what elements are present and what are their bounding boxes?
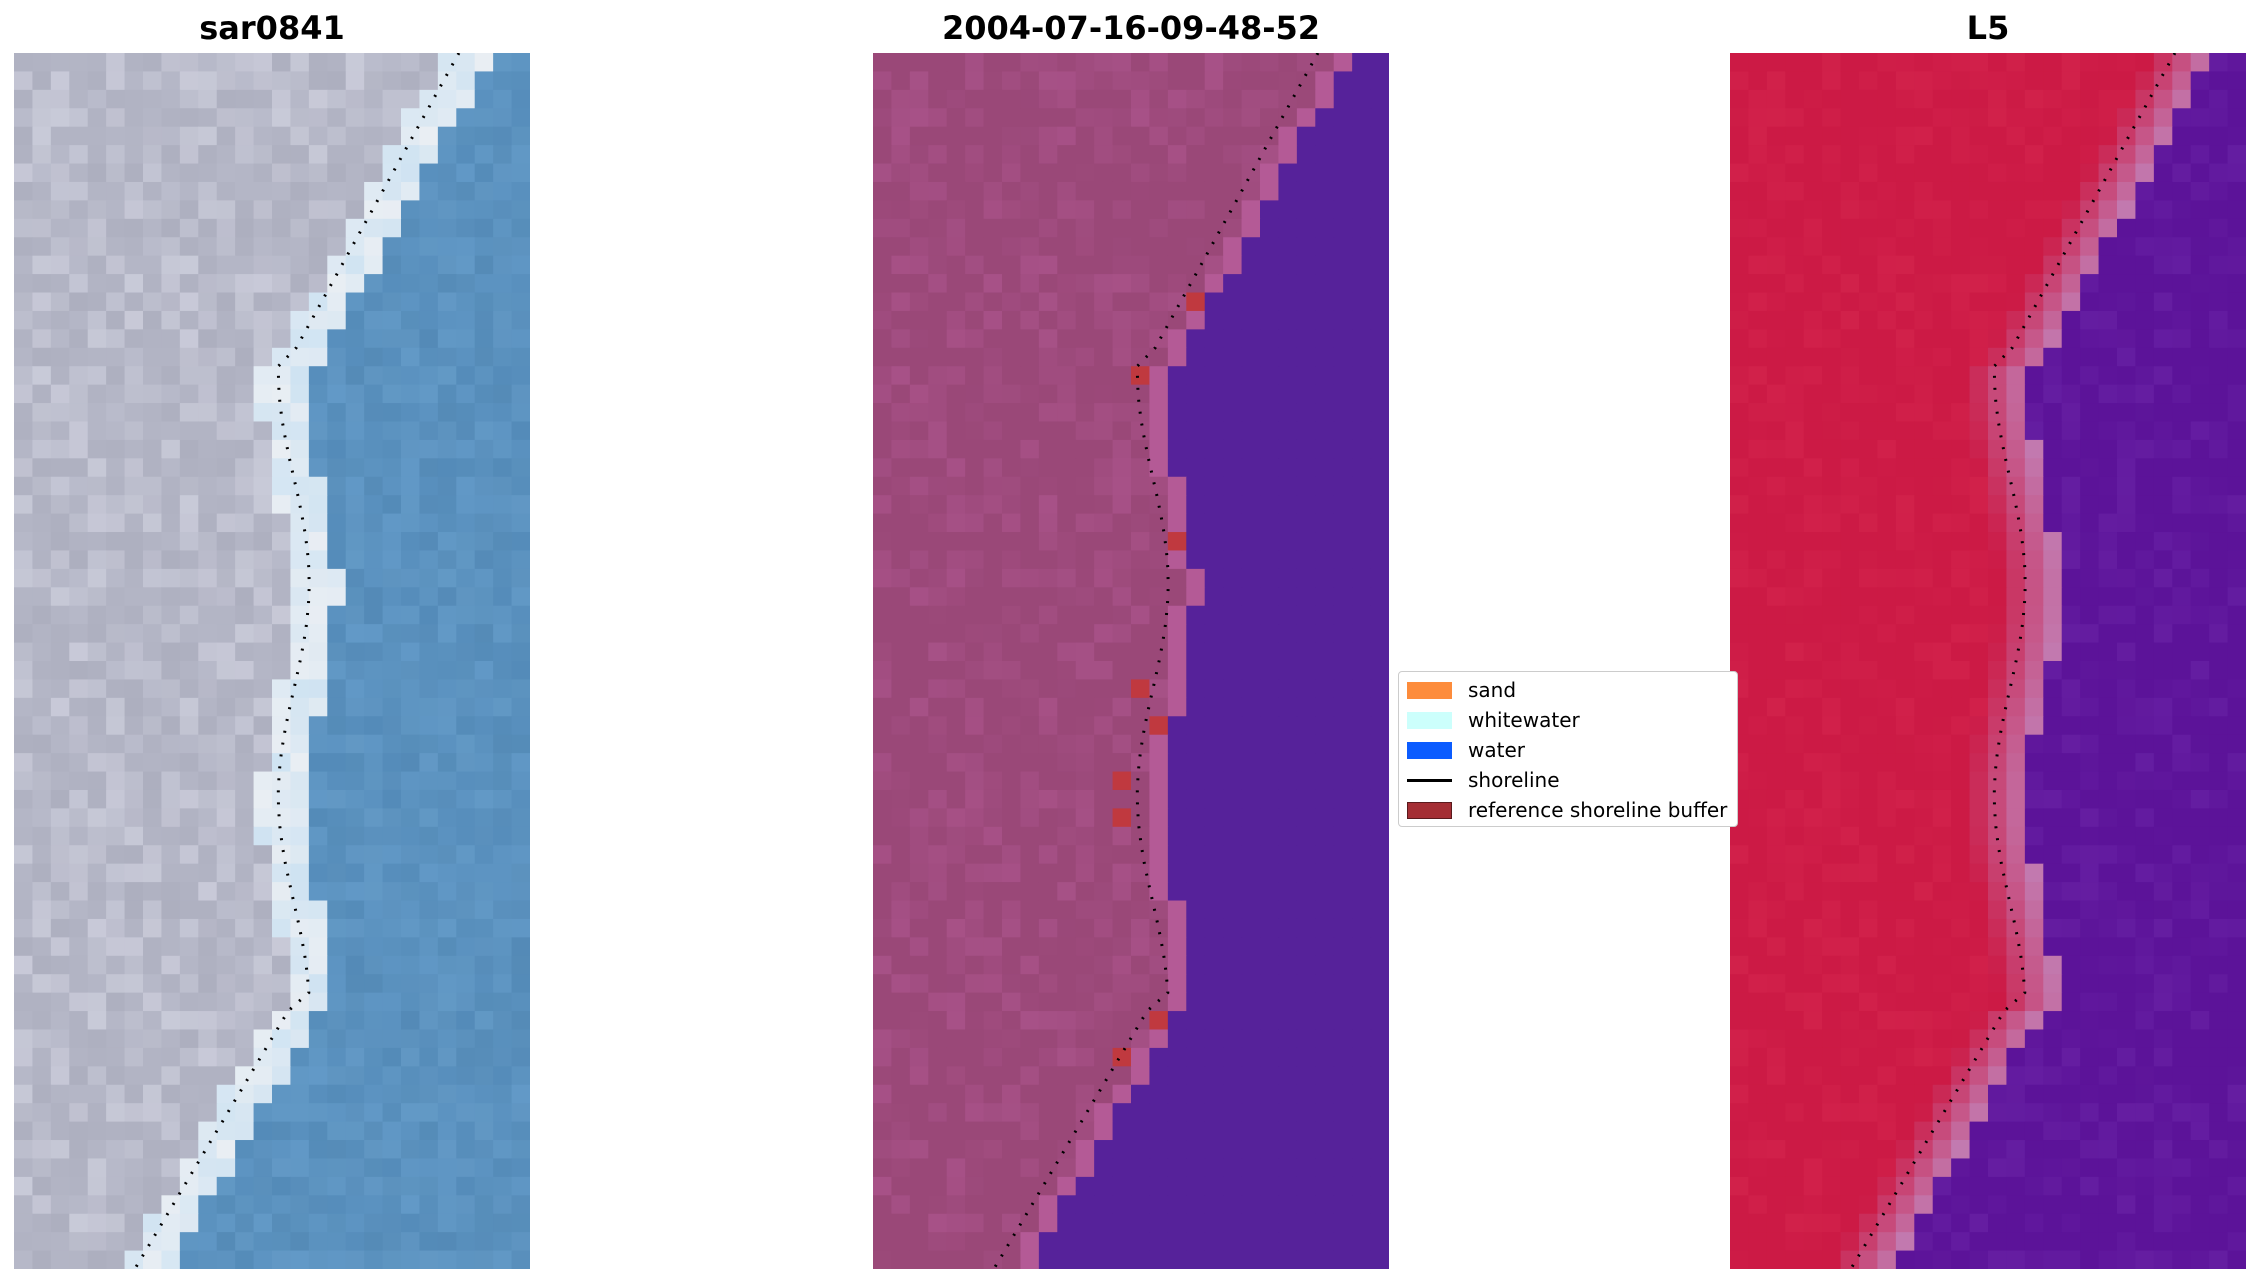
legend-label-shoreline: shoreline [1468, 768, 1560, 792]
rgb-image-panel[interactable] [14, 53, 530, 1269]
legend: sand whitewater water shoreline referenc… [1398, 671, 1738, 827]
shoreline-line [1849, 53, 2177, 1269]
whitewater-swatch [1407, 711, 1452, 729]
legend-label-water: water [1468, 738, 1525, 762]
classified-image [873, 53, 1389, 1269]
shoreline-line-swatch [1407, 772, 1452, 789]
rgb-image [14, 53, 530, 1269]
shoreline-line [992, 53, 1320, 1269]
panel-title-classified: 2004-07-16-09-48-52 [941, 9, 1321, 47]
index-image [1730, 53, 2246, 1269]
sand-swatch [1407, 681, 1452, 699]
legend-label-whitewater: whitewater [1468, 708, 1580, 732]
water-swatch [1407, 741, 1452, 759]
legend-item-whitewater: whitewater [1407, 708, 1580, 732]
panel-title-index: L5 [1966, 9, 2010, 47]
shoreline-line [133, 53, 461, 1269]
legend-item-reference-buffer: reference shoreline buffer [1407, 798, 1728, 822]
legend-label-sand: sand [1468, 678, 1517, 702]
legend-item-sand: sand [1407, 678, 1517, 702]
legend-item-shoreline: shoreline [1407, 768, 1560, 792]
panel-title-rgb: sar0841 [199, 9, 345, 47]
index-image-panel[interactable] [1730, 53, 2246, 1269]
legend-item-water: water [1407, 738, 1525, 762]
legend-label-reference-buffer: reference shoreline buffer [1468, 798, 1728, 822]
classified-image-panel[interactable] [873, 53, 1389, 1269]
reference-buffer-swatch [1407, 801, 1452, 819]
